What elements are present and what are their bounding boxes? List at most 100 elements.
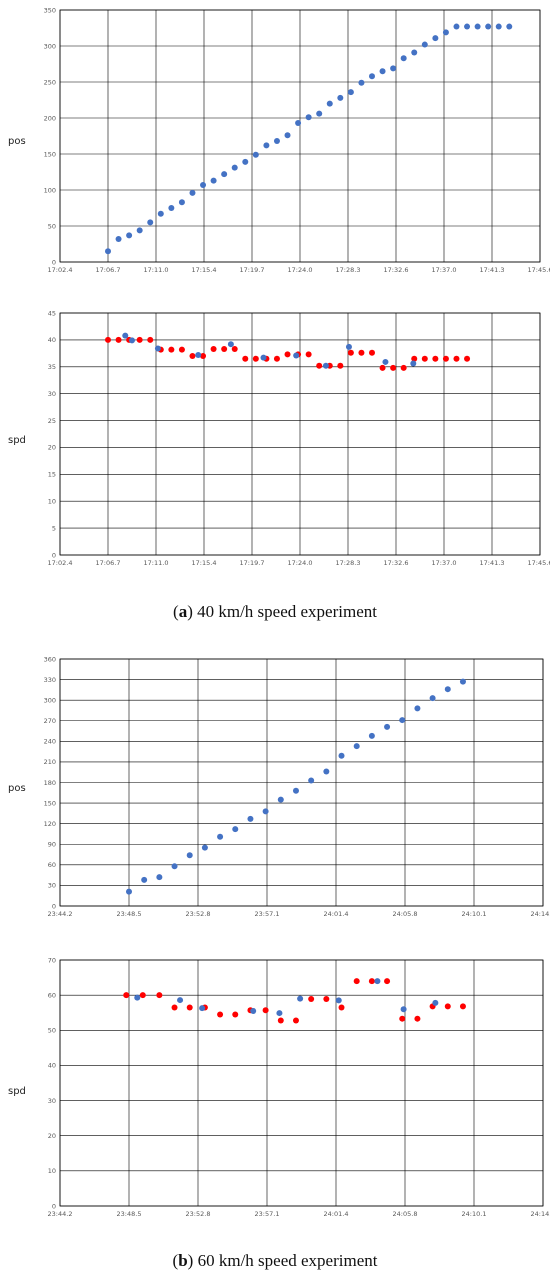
x-tick-label: 17:45.6 xyxy=(528,266,550,274)
data-point xyxy=(186,1004,193,1011)
data-point xyxy=(292,787,299,794)
y-tick-label: 20 xyxy=(48,444,56,452)
data-point xyxy=(358,79,365,86)
data-point xyxy=(227,341,234,348)
data-point xyxy=(368,978,375,985)
data-point xyxy=(126,232,133,239)
y-tick-label: 270 xyxy=(44,717,56,725)
data-point xyxy=(379,68,386,75)
data-point xyxy=(353,978,360,985)
data-point xyxy=(384,723,391,730)
data-point xyxy=(210,177,217,184)
data-point xyxy=(369,73,375,80)
caption-a-label: a xyxy=(178,602,188,621)
x-tick-label: 24:14.4 xyxy=(531,1210,550,1218)
x-tick-label: 17:11.0 xyxy=(144,559,169,567)
x-tick-label: 17:28.3 xyxy=(336,559,361,567)
x-tick-label: 17:37.0 xyxy=(432,559,457,567)
y-tick-label: 150 xyxy=(44,799,56,807)
data-point xyxy=(400,1006,407,1013)
data-point xyxy=(231,164,238,171)
y-tick-label: 150 xyxy=(44,150,56,158)
data-point xyxy=(297,995,304,1002)
data-point xyxy=(284,351,291,358)
data-point xyxy=(442,29,449,36)
y-tick-label: 15 xyxy=(48,471,56,479)
data-point xyxy=(414,705,421,712)
y-tick-label: 45 xyxy=(48,309,56,317)
data-point xyxy=(459,678,466,685)
data-point xyxy=(252,355,259,362)
data-point xyxy=(136,227,143,234)
data-point xyxy=(347,89,354,96)
data-point xyxy=(316,362,323,369)
x-tick-label: 23:48.5 xyxy=(117,910,142,918)
y-tick-label: 60 xyxy=(48,861,56,869)
data-point xyxy=(316,110,323,117)
data-point xyxy=(337,94,344,101)
y-tick-label: 10 xyxy=(48,1167,56,1175)
y-tick-label: 0 xyxy=(52,902,56,910)
y-tick-label: 180 xyxy=(44,779,56,787)
data-point xyxy=(382,358,389,365)
data-point xyxy=(390,364,397,371)
x-tick-label: 23:52.8 xyxy=(186,1210,211,1218)
x-tick-label: 23:44.2 xyxy=(48,1210,73,1218)
data-point xyxy=(368,732,375,739)
data-point xyxy=(115,336,122,343)
data-point xyxy=(323,996,330,1003)
data-point xyxy=(126,888,132,895)
data-point xyxy=(171,863,178,870)
x-tick-label: 17:02.4 xyxy=(48,559,73,567)
data-point xyxy=(168,205,175,211)
data-point xyxy=(414,1015,421,1022)
data-point xyxy=(156,874,163,881)
x-tick-label: 24:14.4 xyxy=(531,910,550,918)
y-tick-label: 30 xyxy=(48,1097,56,1105)
data-point xyxy=(168,346,175,353)
y-tick-label: 20 xyxy=(48,1132,56,1140)
data-point xyxy=(464,23,471,30)
data-point xyxy=(231,346,238,353)
data-point xyxy=(384,978,391,985)
data-point xyxy=(242,355,249,362)
data-point xyxy=(353,743,360,750)
data-point xyxy=(390,65,397,72)
data-point xyxy=(154,345,161,352)
data-point xyxy=(345,343,352,350)
x-tick-label: 17:15.4 xyxy=(192,266,217,274)
data-point xyxy=(252,151,259,158)
data-point xyxy=(453,23,460,30)
data-point xyxy=(411,49,418,56)
data-point xyxy=(263,142,270,149)
data-point xyxy=(335,997,342,1004)
x-tick-label: 24:10.1 xyxy=(462,910,487,918)
y-tick-label: 300 xyxy=(44,42,56,50)
data-point xyxy=(432,355,439,362)
data-point xyxy=(134,994,141,1001)
y-tick-label: 40 xyxy=(48,1062,56,1070)
x-tick-label: 17:06.7 xyxy=(96,266,121,274)
data-point xyxy=(459,1003,466,1010)
data-point xyxy=(262,1007,269,1014)
data-point xyxy=(453,355,460,362)
data-point xyxy=(232,826,239,833)
data-point xyxy=(105,336,111,343)
data-point xyxy=(136,336,143,343)
data-point xyxy=(429,695,436,702)
data-point xyxy=(171,1004,178,1011)
data-point xyxy=(157,210,164,217)
data-point xyxy=(221,171,228,178)
data-point xyxy=(247,815,254,822)
data-point xyxy=(178,199,185,206)
data-point xyxy=(442,355,449,362)
data-point xyxy=(232,1011,239,1018)
pos-chart-40kmh: 0 50 100 150 200 250 300 350 17:02.4 17:06.7 17:11… xyxy=(8,6,550,274)
data-point xyxy=(217,833,224,840)
spd-chart-40kmh: 0 5 10 15 20 25 30 35 40 45 17:02.4 17:06.7 17:11.0 1… xyxy=(8,309,550,567)
x-tick-label: 23:52.8 xyxy=(186,910,211,918)
x-tick-label: 17:11.0 xyxy=(144,266,169,274)
data-point xyxy=(277,1017,284,1024)
data-point xyxy=(147,336,154,343)
y-tick-label: 350 xyxy=(44,6,56,14)
